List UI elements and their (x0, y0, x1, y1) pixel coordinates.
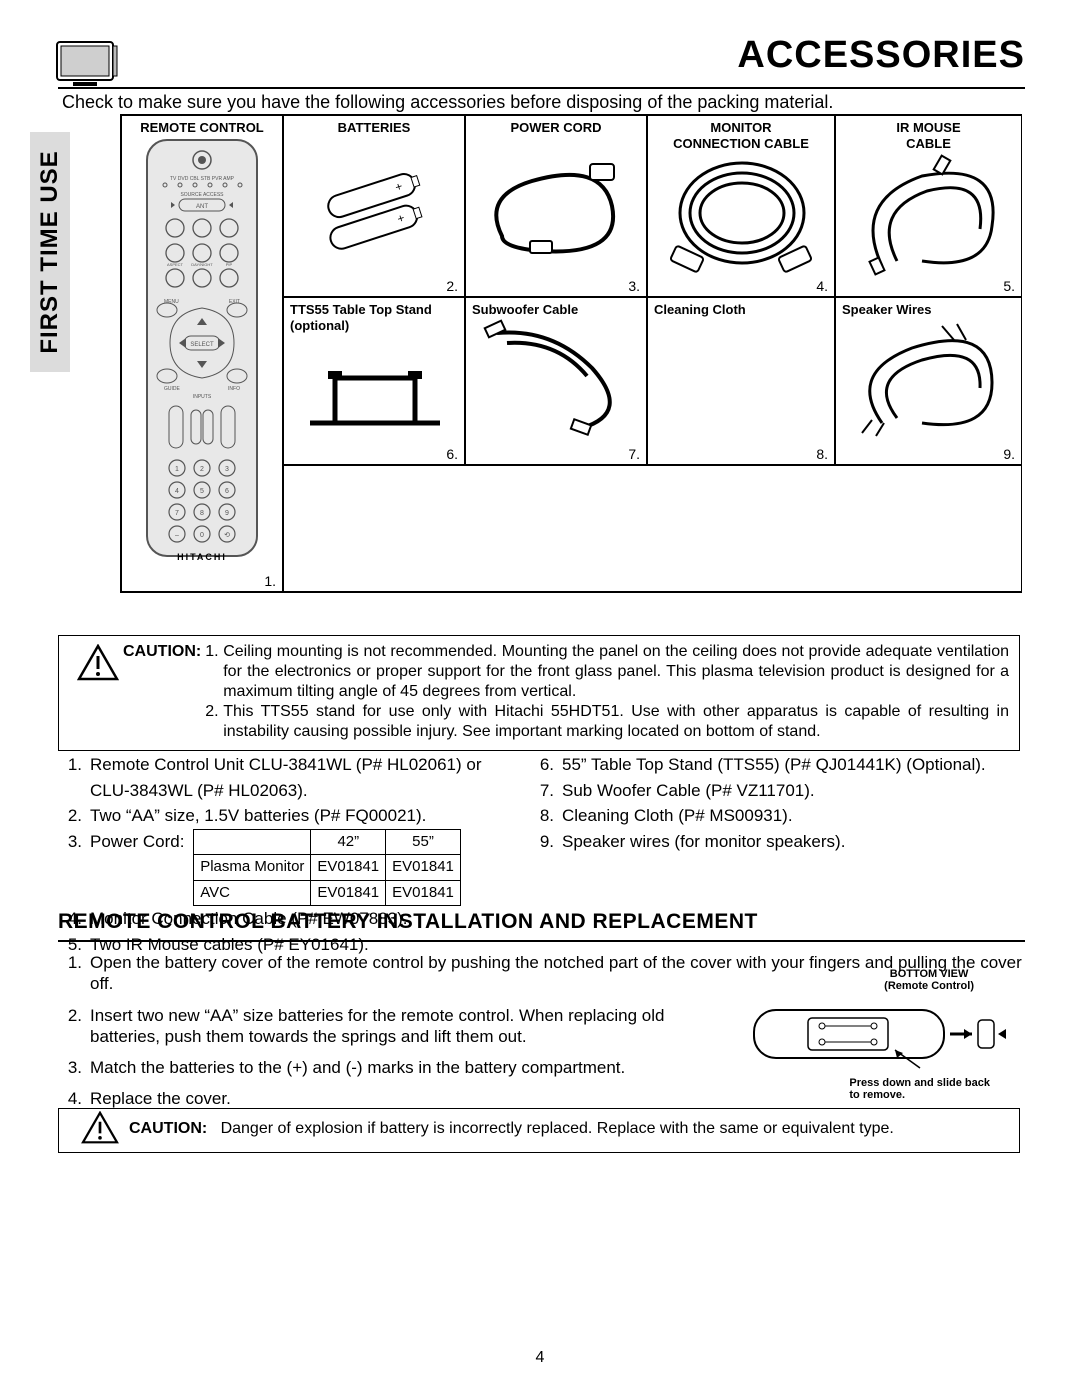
caution1-text2: This TTS55 stand for use only with Hitac… (223, 702, 1009, 742)
cell-subwoofer-num: 7. (628, 446, 640, 462)
cell-power-cord: POWER CORD 3. (465, 115, 647, 297)
caution-label: CAUTION: (123, 642, 201, 742)
warning-icon (81, 1111, 119, 1145)
cell-tts55-num: 6. (446, 446, 458, 462)
ir-mouse-icon (842, 151, 1018, 281)
stand-icon (290, 333, 460, 443)
cell-batteries-title: BATTERIES (290, 120, 458, 136)
svg-text:GUIDE: GUIDE (164, 386, 181, 392)
install-3: Match the batteries to the (+) and (-) m… (90, 1057, 625, 1078)
svg-text:1: 1 (175, 466, 179, 473)
cell-power-cord-title: POWER CORD (472, 120, 640, 136)
install-4: Replace the cover. (90, 1088, 231, 1109)
section-tab: FIRST TIME USE (30, 132, 70, 372)
cell-tts55: TTS55 Table Top Stand (optional) 6. (283, 297, 465, 465)
cell-batteries-num: 2. (446, 278, 458, 294)
cell-monitor-cable-title: MONITOR CONNECTION CABLE (654, 120, 828, 151)
install-2: Insert two new “AA” size batteries for t… (90, 1005, 718, 1048)
part-1: Remote Control Unit CLU-3841WL (P# HL020… (90, 752, 518, 803)
part-7: Sub Woofer Cable (P# VZ11701). (562, 778, 815, 804)
cell-power-cord-num: 3. (628, 278, 640, 294)
caution2-text: Danger of explosion if battery is incorr… (221, 1120, 894, 1137)
part-6: 55” Table Top Stand (TTS55) (P# QJ01441K… (562, 752, 986, 778)
cell-cloth: Cleaning Cloth 8. (647, 297, 835, 465)
svg-text:6: 6 (225, 488, 229, 495)
remote-brand: HITACHI (128, 552, 276, 562)
monitor-cable-icon (654, 151, 830, 281)
svg-text:TV DVD CBL STB PVR AMP: TV DVD CBL STB PVR AMP (170, 176, 235, 182)
svg-text:INPUTS: INPUTS (193, 394, 212, 400)
cell-ir-mouse-title: IR MOUSE CABLE (842, 120, 1015, 151)
cell-subwoofer-title: Subwoofer Cable (472, 302, 640, 318)
cell-cloth-num: 8. (816, 446, 828, 462)
remote-bottom-illustration (750, 998, 1020, 1073)
press-label: Press down and slide back to remove. (849, 1077, 990, 1101)
caution-box-2: CAUTION: Danger of explosion if battery … (58, 1108, 1020, 1153)
caution1-text1: Ceiling mounting is not recommended. Mou… (223, 642, 1009, 702)
svg-text:4: 4 (175, 488, 179, 495)
cell-ir-mouse: IR MOUSE CABLE 5. (835, 115, 1022, 297)
svg-text:8: 8 (200, 510, 204, 517)
caution2-label: CAUTION: (129, 1120, 207, 1137)
part-9: Speaker wires (for monitor speakers). (562, 829, 845, 855)
svg-text:INFO: INFO (228, 386, 240, 392)
cell-ir-mouse-num: 5. (1003, 278, 1015, 294)
cell-tts55-title: TTS55 Table Top Stand (optional) (290, 302, 458, 333)
caution-box-1: CAUTION: 1.Ceiling mounting is not recom… (58, 635, 1020, 751)
cell-speaker-title: Speaker Wires (842, 302, 1015, 318)
svg-text:ANT: ANT (196, 204, 208, 210)
part-2: Two “AA” size, 1.5V batteries (P# FQ0002… (90, 803, 426, 829)
cell-subwoofer: Subwoofer Cable 7. (465, 297, 647, 465)
accessories-grid: REMOTE CONTROL TV DVD CBL STB PVR AMP SO… (120, 114, 1022, 593)
section-title: REMOTE CONTROL BATTERY INSTALLATION AND … (58, 910, 758, 934)
cell-batteries: BATTERIES + + 2. (283, 115, 465, 297)
speaker-wires-icon (842, 318, 1018, 438)
svg-text:2: 2 (200, 466, 204, 473)
cell-remote: REMOTE CONTROL TV DVD CBL STB PVR AMP SO… (121, 115, 283, 592)
warning-icon (77, 644, 119, 682)
page-number: 4 (0, 1349, 1080, 1367)
cell-speaker: Speaker Wires 9. (835, 297, 1022, 465)
cell-remote-num: 1. (264, 573, 276, 589)
remote-illustration: TV DVD CBL STB PVR AMP SOURCE ACCESS ANT… (137, 138, 267, 558)
svg-text:⟲: ⟲ (224, 532, 230, 539)
svg-text:0: 0 (200, 532, 204, 539)
cell-monitor-cable-num: 4. (816, 278, 828, 294)
bottom-view-label: BOTTOM VIEW (Remote Control) (884, 968, 974, 992)
svg-text:3: 3 (225, 466, 229, 473)
power-cord-table: 42”55” Plasma MonitorEV01841EV01841 AVCE… (193, 829, 461, 907)
page-title: ACCESSORIES (737, 34, 1025, 77)
manual-page: ACCESSORIES Check to make sure you have … (0, 0, 1080, 1397)
svg-text:–: – (175, 532, 179, 539)
subwoofer-icon (472, 318, 642, 438)
cell-cloth-title: Cleaning Cloth (654, 302, 828, 318)
part-3: Power Cord: (90, 832, 184, 851)
cell-speaker-num: 9. (1003, 446, 1015, 462)
intro-text: Check to make sure you have the followin… (62, 92, 833, 113)
svg-text:7: 7 (175, 510, 179, 517)
svg-text:5: 5 (200, 488, 204, 495)
svg-text:SELECT: SELECT (190, 342, 214, 348)
svg-text:SOURCE ACCESS: SOURCE ACCESS (180, 192, 224, 198)
svg-text:ASPECT: ASPECT (167, 262, 184, 267)
svg-text:9: 9 (225, 510, 229, 517)
part-8: Cleaning Cloth (P# MS00931). (562, 803, 793, 829)
section-rule (58, 940, 1025, 942)
batteries-icon: + + (290, 136, 460, 276)
cell-monitor-cable: MONITOR CONNECTION CABLE 4. (647, 115, 835, 297)
tv-icon (55, 40, 119, 90)
title-rule (58, 87, 1025, 89)
cell-remote-title: REMOTE CONTROL (128, 120, 276, 136)
section-tab-label: FIRST TIME USE (36, 150, 64, 353)
power-cord-icon (472, 136, 642, 276)
svg-text:PIP: PIP (226, 262, 233, 267)
svg-text:DAY/NIGHT: DAY/NIGHT (191, 262, 213, 267)
cell-empty (283, 465, 1022, 592)
